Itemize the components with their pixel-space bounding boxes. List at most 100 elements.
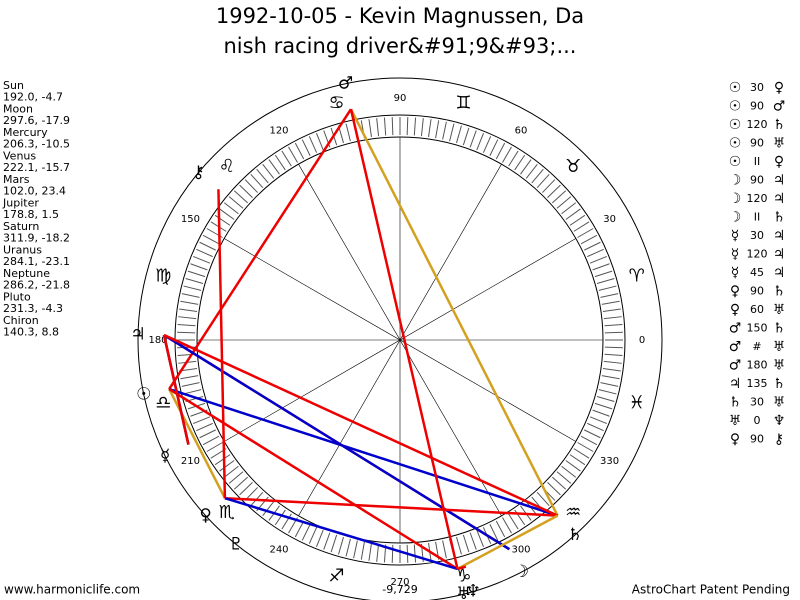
tick — [520, 159, 532, 175]
aspect-p2: ♆ — [773, 413, 786, 429]
tick — [561, 465, 577, 478]
tick — [489, 524, 499, 541]
tick — [547, 482, 561, 496]
aspect-line — [163, 333, 559, 517]
tick — [489, 139, 499, 156]
tick — [604, 331, 623, 334]
tick — [315, 133, 324, 151]
tick — [368, 119, 372, 138]
aspect-line — [168, 108, 352, 390]
aspect-type: 150 — [747, 322, 768, 335]
tick — [383, 117, 387, 136]
degree-label: 330 — [600, 456, 619, 467]
tick — [262, 163, 275, 179]
degree-label: 30 — [603, 214, 616, 225]
degree-label: 300 — [511, 545, 530, 556]
tick — [281, 150, 292, 167]
planet-name: Jupiter — [2, 197, 39, 210]
aspect-line — [349, 108, 559, 517]
tick — [376, 543, 380, 562]
aspect-p2: ♃ — [773, 173, 786, 189]
tick — [308, 136, 318, 153]
tick — [202, 234, 220, 245]
tick — [601, 375, 620, 380]
aspect-type: 60 — [750, 303, 764, 316]
aspect-line — [162, 334, 190, 445]
aspect-p2: ♄ — [773, 210, 786, 226]
tick — [345, 123, 351, 142]
tick — [601, 300, 620, 305]
degree-label: 150 — [181, 214, 200, 225]
tick — [338, 536, 344, 555]
planet-name: Mars — [3, 173, 30, 186]
tick — [196, 422, 213, 432]
planet-glyph: ♄ — [567, 525, 582, 545]
aspect-type: 90 — [750, 137, 764, 150]
tick — [502, 146, 512, 163]
tick — [330, 534, 338, 553]
tick — [556, 471, 572, 484]
aspect-line — [168, 388, 459, 570]
tick — [592, 409, 610, 417]
planet-position: 284.1, -23.1 — [3, 255, 70, 268]
tick — [536, 173, 550, 188]
aspect-type: II — [754, 155, 761, 168]
aspect-p1: ☉ — [729, 117, 742, 133]
tick — [552, 190, 567, 204]
tick — [233, 190, 248, 204]
tick — [542, 179, 556, 193]
tick — [442, 121, 447, 140]
tick — [177, 331, 196, 334]
tick — [199, 241, 216, 251]
tick — [353, 540, 358, 559]
footer-left: www.harmoniclife.com — [4, 583, 140, 597]
tick — [406, 117, 409, 136]
tick — [449, 123, 455, 142]
aspect-line — [168, 387, 558, 517]
tick — [413, 544, 417, 563]
tick — [196, 248, 213, 258]
aspect-type: 120 — [747, 192, 768, 205]
tick — [435, 120, 440, 139]
tick — [214, 454, 231, 466]
aspect-p2: ♀ — [774, 80, 784, 96]
planet-name: Neptune — [3, 267, 50, 280]
aspect-p1: ☿ — [731, 265, 740, 281]
aspect-p2: ♃ — [773, 191, 786, 207]
sign-glyph: ♒ — [565, 502, 581, 523]
tick — [368, 542, 372, 561]
aspect-line — [163, 333, 510, 551]
aspect-p2: ♄ — [773, 321, 786, 337]
tick — [495, 142, 506, 160]
planet-glyph: ♂ — [338, 74, 353, 94]
tick — [239, 482, 253, 496]
tick — [547, 184, 561, 198]
planet-glyph: ♆ — [465, 582, 480, 600]
planet-position: 286.2, -21.8 — [3, 279, 70, 292]
aspect-type: II — [754, 211, 761, 224]
planet-position: 178.8, 1.5 — [3, 208, 59, 221]
tick — [294, 142, 305, 160]
tick — [413, 117, 417, 136]
aspect-type: 90 — [750, 433, 764, 446]
aspect-type: 120 — [747, 118, 768, 131]
tick — [584, 429, 601, 439]
tick — [462, 534, 470, 553]
aspect-p2: ♄ — [773, 117, 786, 133]
tick — [190, 263, 208, 271]
aspect-p1: ☉ — [729, 154, 742, 170]
tick — [589, 416, 607, 425]
tick — [565, 208, 581, 220]
tick — [288, 146, 298, 163]
aspect-line — [457, 565, 467, 571]
planet-position: 102.0, 23.4 — [3, 185, 66, 198]
degree-label: 180 — [148, 335, 167, 346]
tick — [604, 346, 623, 349]
planet-name: Sun — [3, 79, 24, 92]
tick — [233, 476, 248, 490]
tick — [199, 429, 216, 439]
tick — [391, 117, 394, 136]
tick — [573, 448, 590, 459]
